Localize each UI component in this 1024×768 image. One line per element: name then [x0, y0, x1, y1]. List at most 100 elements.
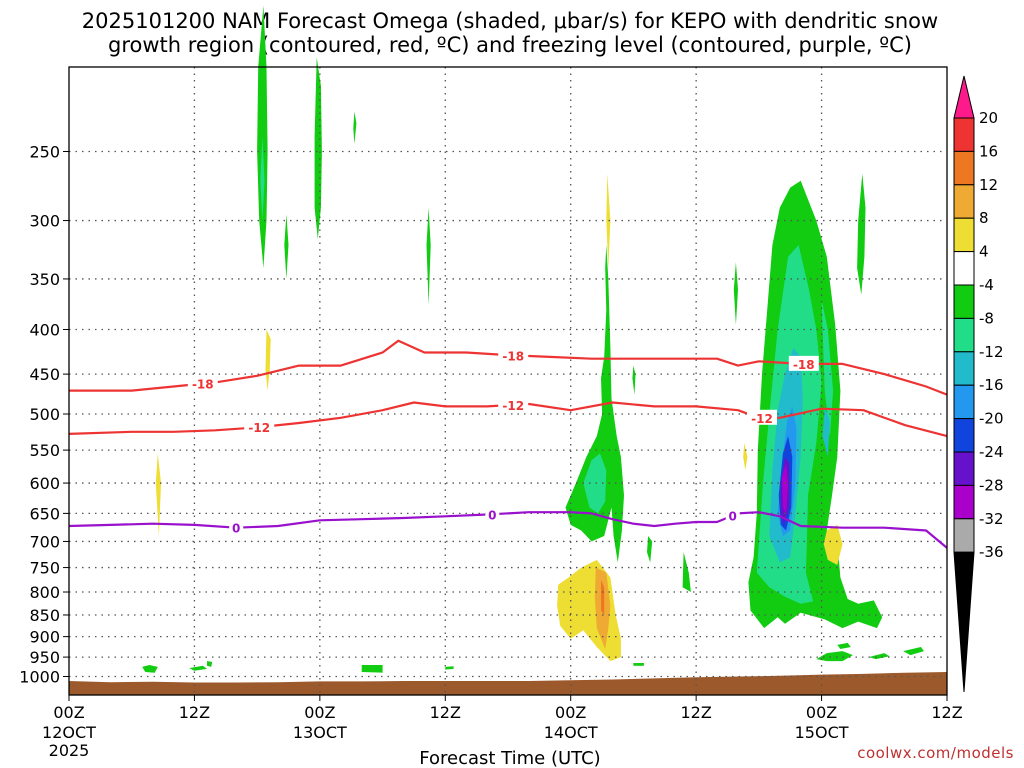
- freezing-level-contour-label-bg-0: [229, 519, 244, 535]
- dgz-top-contour-label-0: -18: [192, 378, 214, 392]
- colorbar-label-10: -24: [979, 443, 1004, 461]
- omega-region-17: [743, 443, 748, 471]
- dgz-bottom-contour-label-2: -12: [751, 412, 773, 426]
- omega-region-23: [822, 406, 830, 457]
- omega-region-36: [816, 651, 853, 662]
- freezing-level-contour-label-bg-1: [485, 506, 500, 522]
- freezing-level-contour-label-2: 0: [729, 510, 737, 524]
- dgz-bottom-contour-label-bg-2: [746, 409, 777, 425]
- omega-region-34: [445, 666, 454, 670]
- colorbar-label-7: -12: [979, 343, 1004, 361]
- omega-region-11: [647, 536, 653, 563]
- terrain-fill: [69, 672, 947, 695]
- colorbar-segment-3: [953, 217, 975, 253]
- y-tick-label-1000: 1000: [19, 668, 60, 687]
- x-tick-date-0: 12OCT: [42, 723, 96, 742]
- dgz-top-contour-label-bg-0: [187, 375, 218, 391]
- colorbar-segment-8: [953, 384, 975, 420]
- omega-region-13: [682, 552, 691, 592]
- y-tick-label-750: 750: [29, 559, 60, 578]
- omega-region-33: [361, 665, 383, 673]
- y-tick-label-900: 900: [29, 628, 60, 647]
- y-tick-label-500: 500: [29, 405, 60, 424]
- colorbar-bottom-triangle: [953, 551, 975, 693]
- x-tick-date-48: 14OCT: [544, 723, 598, 742]
- y-tick-label-700: 700: [29, 532, 60, 551]
- colorbar-label-9: -20: [979, 410, 1004, 428]
- chart-title-line-2: growth region (contoured, red, ºC) and f…: [108, 33, 912, 57]
- x-tick-year-0: 2025: [49, 741, 90, 760]
- chart-title-line-1: 2025101200 NAM Forecast Omega (shaded, μ…: [82, 9, 938, 33]
- omega-region-8: [606, 173, 611, 268]
- y-tick-label-800: 800: [29, 583, 60, 602]
- omega-region-6: [265, 329, 271, 391]
- omega-region-27: [781, 463, 789, 514]
- colorbar-label-1: 16: [979, 142, 998, 160]
- x-tick-date-24: 13OCT: [293, 723, 347, 742]
- dgz-top-contour-label-bg-2: [788, 355, 819, 371]
- colorbar-segment-7: [953, 351, 975, 386]
- y-tick-label-950: 950: [29, 648, 60, 667]
- omega-region-21: [821, 300, 834, 437]
- omega-region-30: [142, 665, 158, 673]
- omega-region-31: [189, 665, 207, 671]
- colorbar-label-8: -16: [979, 376, 1004, 394]
- x-tick-date-72: 15OCT: [795, 723, 849, 742]
- colorbar-segment-12: [953, 518, 975, 553]
- y-tick-label-600: 600: [29, 474, 60, 493]
- colorbar-label-5: -4: [979, 276, 994, 294]
- omega-region-3: [314, 57, 322, 240]
- omega-region-32: [207, 661, 213, 667]
- omega-region-1: [260, 136, 265, 221]
- dgz-bottom-contour-line: [68, 401, 948, 438]
- omega-region-18: [733, 262, 738, 325]
- colorbar-segment-1: [953, 150, 975, 186]
- freezing-level-contour-label-0: 0: [232, 522, 240, 536]
- x-tick-label-0: 00Z: [53, 703, 84, 722]
- freezing-level-contour-label-bg-2: [725, 507, 740, 523]
- omega-region-4: [353, 111, 357, 144]
- dgz-bottom-contour-label-1: -12: [502, 399, 524, 413]
- colorbar-label-13: -36: [979, 543, 1004, 561]
- x-tick-label-24: 00Z: [304, 703, 335, 722]
- freezing-level-contour-line: [68, 511, 948, 549]
- omega-region-28: [857, 173, 866, 295]
- colorbar-label-6: -8: [979, 309, 994, 327]
- colorbar-segment-2: [953, 184, 975, 219]
- y-tick-label-850: 850: [29, 606, 60, 625]
- omega-region-39: [903, 647, 924, 656]
- x-tick-label-84: 12Z: [931, 703, 962, 722]
- x-tick-label-60: 12Z: [680, 703, 711, 722]
- omega-region-10: [583, 453, 607, 514]
- colorbar-segment-5: [953, 284, 975, 319]
- terrain-layer: [69, 672, 947, 695]
- y-tick-label-400: 400: [29, 321, 60, 340]
- freezing-level-contour-label-1: 0: [488, 508, 496, 522]
- colorbar-segment-11: [953, 484, 975, 520]
- colorbar: 20 16 12 8 4 -4 -8 -12 -16 -20 -24 -28 -32 -36: [953, 75, 1004, 693]
- dgz-bottom-contour-label-bg-1: [498, 396, 529, 412]
- y-tick-label-300: 300: [29, 212, 60, 231]
- colorbar-label-0: 20: [979, 109, 998, 127]
- y-tick-label-550: 550: [29, 441, 60, 460]
- omega-region-29: [823, 524, 843, 565]
- colorbar-segment-6: [953, 317, 975, 353]
- omega-region-2: [284, 214, 289, 279]
- y-tick-label-250: 250: [29, 143, 60, 162]
- dgz-bottom-contour-label-0: -12: [248, 421, 270, 435]
- dgz-top-contour-label-2: -18: [793, 358, 815, 372]
- y-axis: 250 300 350 400 450 500 550 600 650 700 750 800 850 9…: [19, 143, 69, 687]
- colorbar-segment-10: [953, 451, 975, 486]
- omega-region-12: [632, 365, 636, 395]
- x-tick-label-72: 00Z: [806, 703, 837, 722]
- dgz-bottom-contour-label-bg-0: [244, 419, 275, 435]
- colorbar-label-12: -32: [979, 510, 1004, 528]
- plot-frame: [68, 66, 948, 696]
- omega-region-16: [601, 580, 605, 615]
- x-tick-label-36: 12Z: [430, 703, 461, 722]
- omega-region-0: [257, 5, 268, 268]
- colorbar-segment-9: [953, 418, 975, 453]
- y-tick-label-350: 350: [29, 270, 60, 289]
